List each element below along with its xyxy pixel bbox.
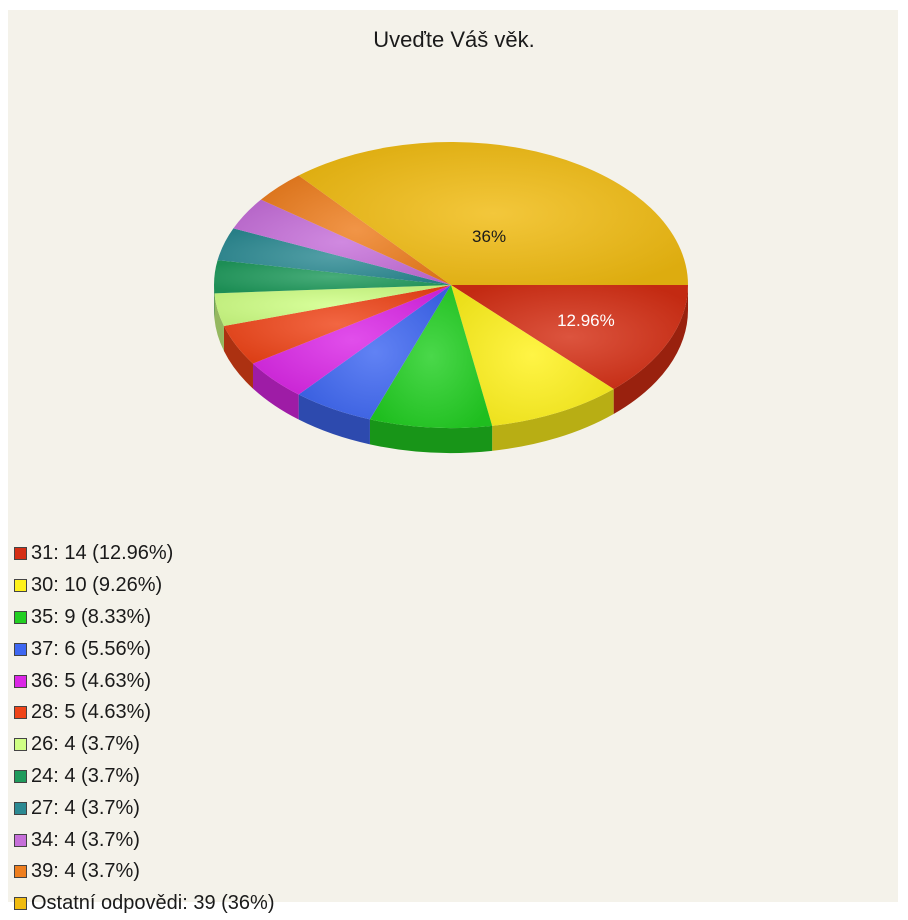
slice-label: 36% bbox=[472, 227, 506, 246]
legend-item: 27: 4 (3.7%) bbox=[14, 792, 274, 824]
legend-item: Ostatní odpovědi: 39 (36%) bbox=[14, 888, 274, 920]
legend-swatch bbox=[14, 897, 27, 910]
legend-item: 24: 4 (3.7%) bbox=[14, 761, 274, 793]
legend-label: 34: 4 (3.7%) bbox=[31, 829, 140, 852]
legend-item: 28: 5 (4.63%) bbox=[14, 697, 274, 729]
legend: 31: 14 (12.96%) 30: 10 (9.26%) 35: 9 (8.33… bbox=[14, 538, 274, 920]
legend-item: 36: 5 (4.63%) bbox=[14, 665, 274, 697]
legend-swatch bbox=[14, 706, 27, 719]
legend-swatch bbox=[14, 643, 27, 656]
legend-swatch bbox=[14, 611, 27, 624]
pie-tops bbox=[214, 142, 688, 428]
legend-item: 35: 9 (8.33%) bbox=[14, 602, 274, 634]
legend-label: 35: 9 (8.33%) bbox=[31, 606, 151, 629]
legend-item: 31: 14 (12.96%) bbox=[14, 538, 274, 570]
legend-label: 26: 4 (3.7%) bbox=[31, 733, 140, 756]
legend-label: 36: 5 (4.63%) bbox=[31, 670, 151, 693]
pie-chart: 12.96% 36% bbox=[0, 0, 908, 540]
legend-label: 24: 4 (3.7%) bbox=[31, 765, 140, 788]
legend-swatch bbox=[14, 802, 27, 815]
legend-label: 37: 6 (5.56%) bbox=[31, 638, 151, 661]
legend-swatch bbox=[14, 738, 27, 751]
legend-swatch bbox=[14, 675, 27, 688]
legend-item: 37: 6 (5.56%) bbox=[14, 633, 274, 665]
legend-swatch bbox=[14, 547, 27, 560]
legend-swatch bbox=[14, 865, 27, 878]
legend-item: 26: 4 (3.7%) bbox=[14, 729, 274, 761]
legend-label: 31: 14 (12.96%) bbox=[31, 542, 173, 565]
legend-label: 30: 10 (9.26%) bbox=[31, 574, 162, 597]
legend-item: 30: 10 (9.26%) bbox=[14, 570, 274, 602]
legend-item: 34: 4 (3.7%) bbox=[14, 824, 274, 856]
legend-swatch bbox=[14, 834, 27, 847]
slice-label: 12.96% bbox=[557, 311, 615, 330]
legend-swatch bbox=[14, 770, 27, 783]
legend-item: 39: 4 (3.7%) bbox=[14, 856, 274, 888]
legend-swatch bbox=[14, 579, 27, 592]
legend-label: 39: 4 (3.7%) bbox=[31, 860, 140, 883]
legend-label: 27: 4 (3.7%) bbox=[31, 797, 140, 820]
legend-label: 28: 5 (4.63%) bbox=[31, 701, 151, 724]
